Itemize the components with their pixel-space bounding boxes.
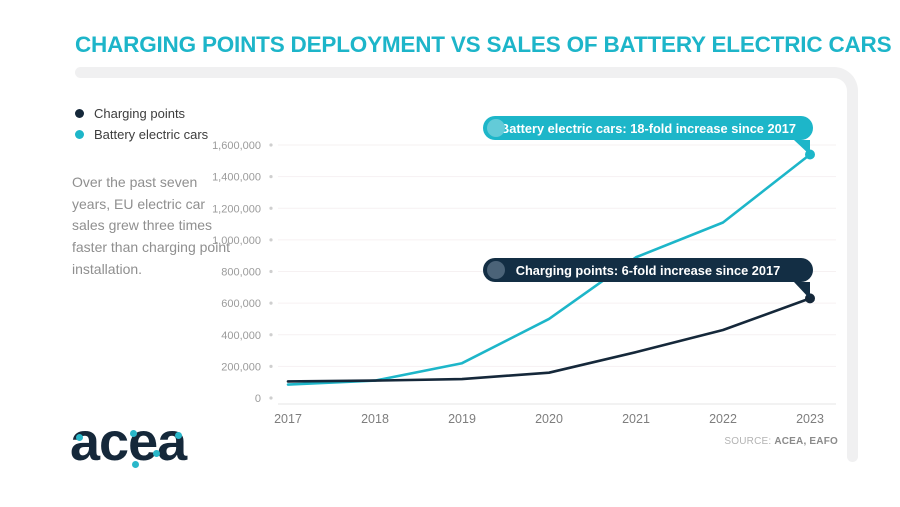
logo-accent-dot: [175, 432, 182, 439]
frame-corner: [818, 67, 858, 109]
source-value: ACEA, EAFO: [774, 436, 838, 447]
y-tick-icon: [269, 269, 273, 274]
y-tick-icon: [269, 238, 273, 242]
logo-text: acea: [70, 412, 187, 472]
x-axis-label: 2019: [448, 412, 476, 426]
y-axis-label: 200,000: [221, 361, 261, 373]
frame-right-bar: [847, 102, 858, 462]
callout-text: Charging points: 6-fold increase since 2…: [515, 262, 781, 278]
legend-item-battery-electric-cars: Battery electric cars: [75, 124, 208, 145]
logo-accent-dot: [132, 461, 139, 468]
y-tick-icon: [269, 396, 273, 400]
x-axis-label: 2018: [361, 412, 389, 426]
legend-label: Charging points: [94, 106, 186, 121]
callout-accent-circle: [487, 261, 505, 279]
x-axis-label: 2021: [622, 412, 650, 426]
y-tick-icon: [269, 301, 273, 305]
y-tick-icon: [269, 206, 273, 210]
y-axis-label: 400,000: [221, 330, 261, 342]
y-tick-icon: [269, 175, 273, 179]
logo-accent-dot: [153, 450, 160, 457]
y-axis-label: 1,000,000: [212, 235, 261, 247]
y-axis-label: 800,000: [221, 267, 261, 279]
callout-charging-points: Charging points: 6-fold increase since 2…: [483, 258, 813, 299]
legend-item-charging-points: Charging points: [75, 103, 208, 124]
description-text: Over the past seven years, EU electric c…: [72, 174, 230, 277]
y-axis-label: 0: [255, 393, 261, 405]
x-axis-label: 2017: [274, 412, 302, 426]
logo-accent-dot: [130, 430, 137, 437]
battery-electric-cars-dot-icon: [75, 130, 84, 139]
x-axis-label: 2020: [535, 412, 563, 426]
y-axis-label: 600,000: [221, 298, 261, 310]
x-axis-label: 2022: [709, 412, 737, 426]
y-axis-label: 1,400,000: [212, 172, 261, 184]
y-axis-label: 1,200,000: [212, 203, 261, 215]
callout-battery-electric-cars: Battery electric cars: 18-fold increase …: [483, 116, 813, 155]
y-axis-label: 1,600,000: [212, 140, 261, 152]
y-tick-icon: [269, 333, 273, 337]
charging-points-dot-icon: [75, 109, 84, 118]
page-title: CHARGING POINTS DEPLOYMENT VS SALES OF B…: [75, 32, 892, 57]
callout-accent-circle: [487, 119, 505, 137]
charging-points-line: [286, 297, 812, 383]
title-underline-bar: [75, 67, 835, 78]
source-label: SOURCE: ACEA, EAFO: [640, 436, 838, 447]
callout-pointer-icon: [794, 282, 810, 299]
source-prefix: SOURCE:: [724, 436, 772, 447]
acea-logo: acea: [70, 412, 220, 476]
x-axis-label: 2023: [796, 412, 824, 426]
callout-text: Battery electric cars: 18-fold increase …: [500, 120, 796, 136]
chart-legend: Charging points Battery electric cars: [75, 103, 208, 145]
callout-pointer-icon: [794, 140, 810, 155]
y-tick-icon: [269, 143, 273, 147]
legend-label: Battery electric cars: [94, 127, 209, 142]
logo-accent-dot: [76, 434, 83, 441]
y-tick-icon: [269, 364, 273, 368]
